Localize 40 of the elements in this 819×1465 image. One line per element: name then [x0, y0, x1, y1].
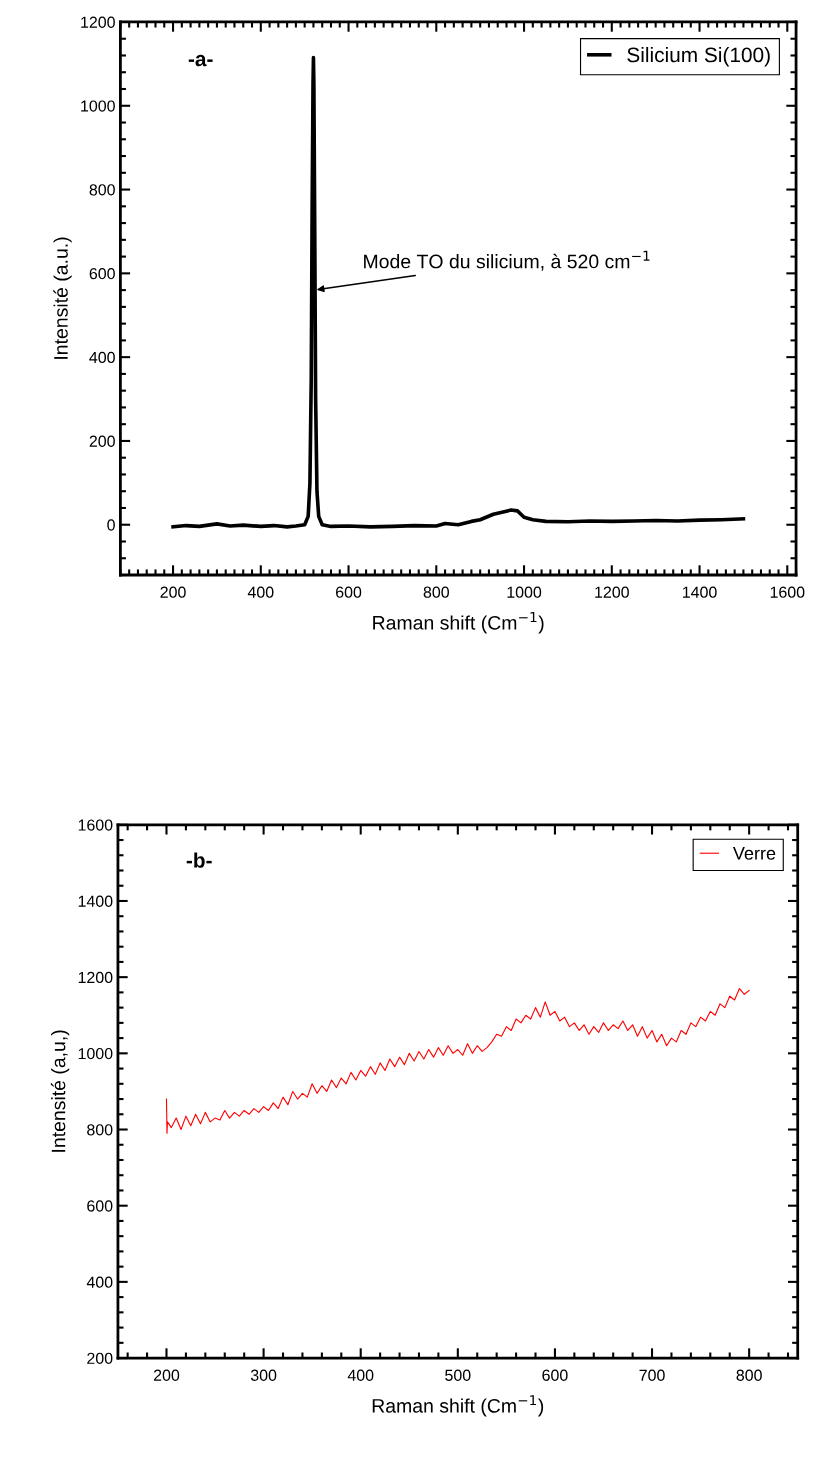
- y-tick-label: 0: [107, 519, 115, 531]
- y-tick-label: 200: [87, 1352, 113, 1364]
- y-tick-label: 800: [87, 1124, 113, 1136]
- x-tick-label: 700: [639, 1369, 665, 1381]
- y-tick-label: 1600: [78, 819, 113, 831]
- x-tick-label: 200: [160, 586, 186, 598]
- annotation: Mode TO du silicium, à 520 cm$^{−1}$: [364, 250, 650, 271]
- x-tick-label: 1400: [683, 586, 717, 598]
- y-axis-title: Intensité (a,u,): [50, 1030, 70, 1152]
- y-tick-label: 400: [89, 351, 115, 364]
- x-tick-label: 800: [423, 586, 449, 598]
- y-tick-label: 1200: [78, 971, 113, 984]
- x-tick-label: 200: [153, 1369, 180, 1381]
- y-axis-title: Intensité (a.u.): [53, 237, 72, 359]
- legend-label: Verre: [732, 847, 776, 860]
- y-tick-label: 800: [89, 184, 115, 196]
- x-tick-label: 400: [247, 586, 274, 598]
- legend-label: Silicium Si(100): [627, 46, 770, 67]
- y-tick-label: 1000: [78, 1047, 113, 1060]
- x-tick-label: 600: [336, 586, 362, 598]
- x-tick-label: 600: [542, 1369, 568, 1381]
- x-axis-title: Raman shift (Cm$^{−1}$): [373, 612, 544, 634]
- x-tick-label: 300: [250, 1369, 277, 1381]
- x-tick-label: 1000: [507, 586, 542, 598]
- x-axis-title: Raman shift (Cm$^{−1}$): [372, 1395, 544, 1417]
- annotation: -a-: [188, 54, 213, 67]
- y-tick-label: 1400: [78, 895, 113, 907]
- y-tick-label: 600: [87, 1200, 113, 1212]
- y-tick-label: 400: [86, 1276, 113, 1288]
- y-tick-label: 1200: [81, 16, 115, 28]
- annotation: -b-: [186, 852, 212, 868]
- x-tick-label: 800: [736, 1369, 762, 1381]
- line-series: [165, 988, 750, 1134]
- y-tick-label: 200: [89, 435, 115, 447]
- x-tick-label: 400: [347, 1369, 374, 1381]
- y-tick-label: 1000: [81, 100, 115, 112]
- x-tick-label: 500: [445, 1369, 471, 1381]
- x-tick-label: 1600: [770, 586, 805, 598]
- y-tick-label: 600: [89, 267, 115, 280]
- x-tick-label: 1200: [595, 586, 629, 598]
